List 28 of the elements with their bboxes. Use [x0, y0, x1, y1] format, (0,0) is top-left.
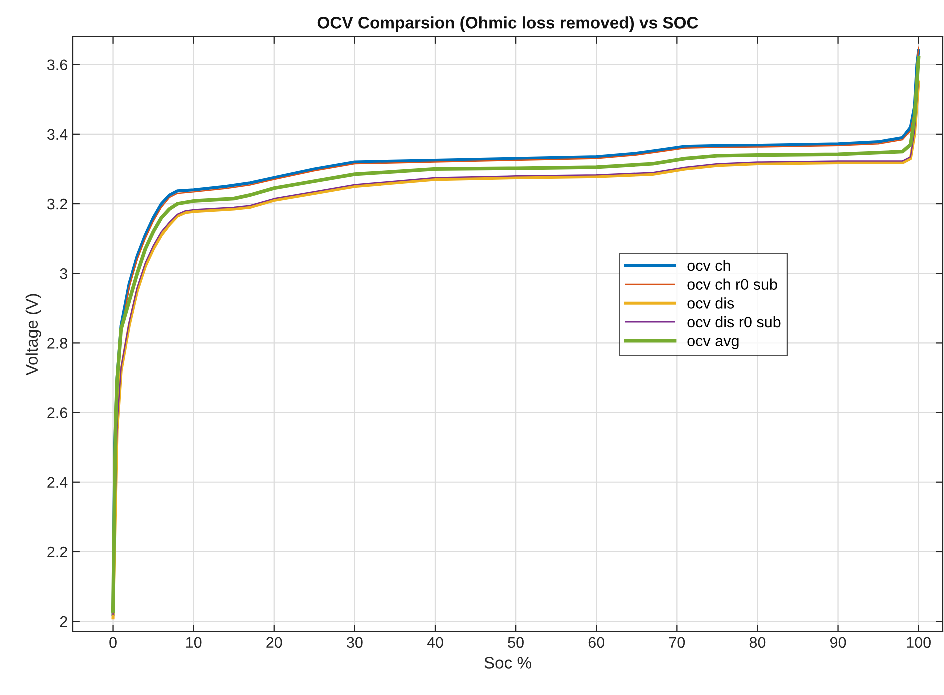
x-tick-label: 20: [266, 637, 282, 648]
legend-label: ocv ch: [688, 260, 730, 272]
x-axis-title: Soc %: [484, 657, 532, 669]
y-tick-label: 2.4: [48, 477, 68, 488]
legend-label: ocv avg: [688, 338, 739, 350]
x-tick-label: 40: [427, 637, 444, 648]
x-tick-label: 60: [588, 637, 605, 648]
y-tick-label: 2: [60, 616, 68, 628]
y-tick-label: 2.6: [48, 408, 68, 418]
y-tick-label: 2.8: [48, 338, 68, 349]
x-tick-label: 30: [347, 637, 363, 648]
legend-label: ocv dis r0 sub: [688, 316, 781, 328]
x-tick-label: 100: [907, 637, 931, 648]
y-axis-title: Voltage (V): [26, 294, 42, 376]
y-tick-label: 3.2: [47, 198, 68, 210]
chart-title: OCV Comparsion (Ohmic loss removed) vs SOC: [318, 16, 698, 32]
x-tick-label: 10: [186, 637, 202, 648]
x-tick-label: 70: [669, 637, 686, 648]
y-tick-label: 3: [60, 268, 68, 280]
legend-label: ocv dis: [688, 298, 734, 309]
y-tick-label: 2.2: [48, 546, 68, 558]
y-tick-label: 3.6: [47, 60, 68, 71]
y-tick-label: 3.4: [47, 129, 68, 140]
legend-label: ocv ch r0 sub: [688, 278, 778, 290]
x-tick-label: 80: [750, 637, 766, 648]
x-tick-label: 90: [830, 637, 846, 648]
x-tick-label: 0: [110, 637, 117, 648]
x-tick-label: 50: [508, 637, 524, 648]
